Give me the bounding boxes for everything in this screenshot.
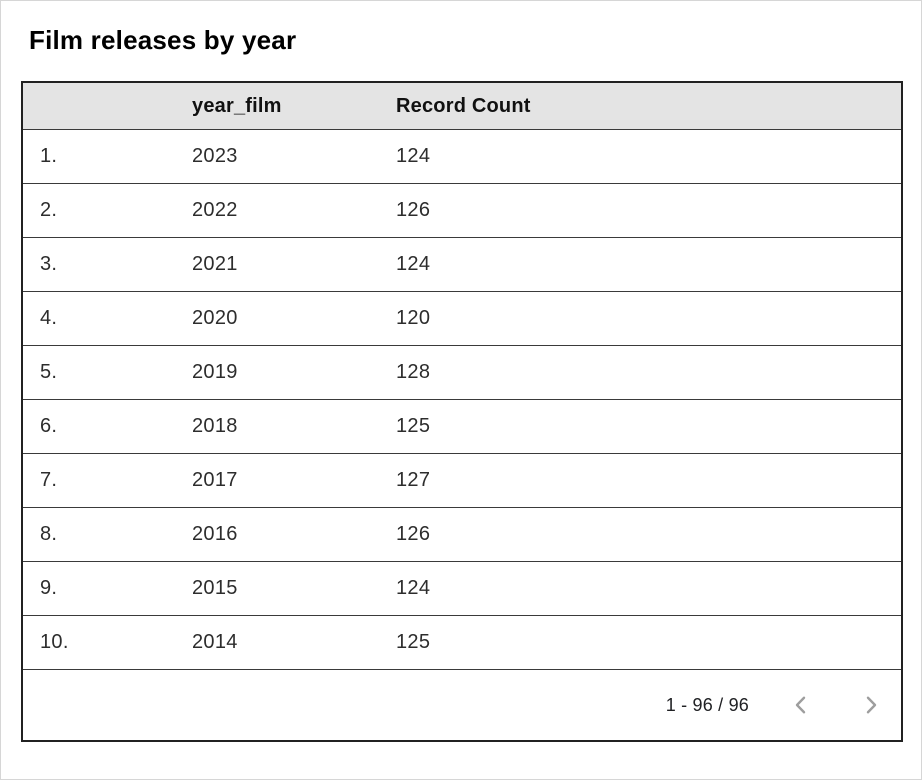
table-row: 6. 2018 125 xyxy=(22,399,902,454)
pagination: 1 - 96 / 96 xyxy=(23,670,901,740)
year-film-cell: 2018 xyxy=(175,399,379,454)
row-number-cell: 4. xyxy=(22,291,175,346)
table-row: 5. 2019 128 xyxy=(22,345,902,400)
header-cell-year-film[interactable]: year_film xyxy=(175,82,379,130)
table-row: 4. 2020 120 xyxy=(22,291,902,346)
table-row: 9. 2015 124 xyxy=(22,561,902,616)
chart-title: Film releases by year xyxy=(29,25,297,55)
header-cell-record-count[interactable]: Record Count xyxy=(379,82,902,130)
row-number-cell: 9. xyxy=(22,561,175,616)
table-row: 8. 2016 126 xyxy=(22,507,902,562)
year-film-cell: 2014 xyxy=(175,615,379,670)
row-number-cell: 3. xyxy=(22,237,175,292)
table-row: 1. 2023 124 xyxy=(22,129,902,184)
table-body: 1. 2023 124 2. 2022 126 3. 2021 124 4. 2… xyxy=(22,129,902,670)
record-count-cell: 124 xyxy=(379,129,902,184)
record-count-cell: 124 xyxy=(379,561,902,616)
row-number-cell: 2. xyxy=(22,183,175,238)
pagination-next-button[interactable] xyxy=(857,691,885,719)
row-number-cell: 7. xyxy=(22,453,175,508)
year-film-cell: 2020 xyxy=(175,291,379,346)
row-number-cell: 1. xyxy=(22,129,175,184)
row-number-cell: 6. xyxy=(22,399,175,454)
table-footer: 1 - 96 / 96 xyxy=(22,669,902,741)
header-row: year_film Record Count xyxy=(22,82,902,130)
year-film-cell: 2022 xyxy=(175,183,379,238)
pagination-range-label: 1 - 96 / 96 xyxy=(665,694,749,715)
table-header: year_film Record Count xyxy=(22,82,902,130)
header-cell-row-number[interactable] xyxy=(22,82,175,130)
chevron-left-icon xyxy=(788,692,814,718)
year-film-cell: 2023 xyxy=(175,129,379,184)
pagination-prev-button[interactable] xyxy=(787,691,815,719)
table-row: 7. 2017 127 xyxy=(22,453,902,508)
record-count-cell: 125 xyxy=(379,399,902,454)
year-film-cell: 2017 xyxy=(175,453,379,508)
table-row: 10. 2014 125 xyxy=(22,615,902,670)
row-number-cell: 5. xyxy=(22,345,175,400)
table-row: 2. 2022 126 xyxy=(22,183,902,238)
table-row: 3. 2021 124 xyxy=(22,237,902,292)
record-count-cell: 126 xyxy=(379,183,902,238)
record-count-cell: 127 xyxy=(379,453,902,508)
year-film-cell: 2021 xyxy=(175,237,379,292)
year-film-cell: 2016 xyxy=(175,507,379,562)
row-number-cell: 8. xyxy=(22,507,175,562)
footer-row: 1 - 96 / 96 xyxy=(22,669,902,741)
record-count-cell: 125 xyxy=(379,615,902,670)
record-count-cell: 120 xyxy=(379,291,902,346)
data-table: year_film Record Count 1. 2023 124 2. 20… xyxy=(21,81,903,742)
record-count-cell: 128 xyxy=(379,345,902,400)
year-film-cell: 2015 xyxy=(175,561,379,616)
record-count-cell: 124 xyxy=(379,237,902,292)
year-film-cell: 2019 xyxy=(175,345,379,400)
row-number-cell: 10. xyxy=(22,615,175,670)
chevron-right-icon xyxy=(858,692,884,718)
record-count-cell: 126 xyxy=(379,507,902,562)
